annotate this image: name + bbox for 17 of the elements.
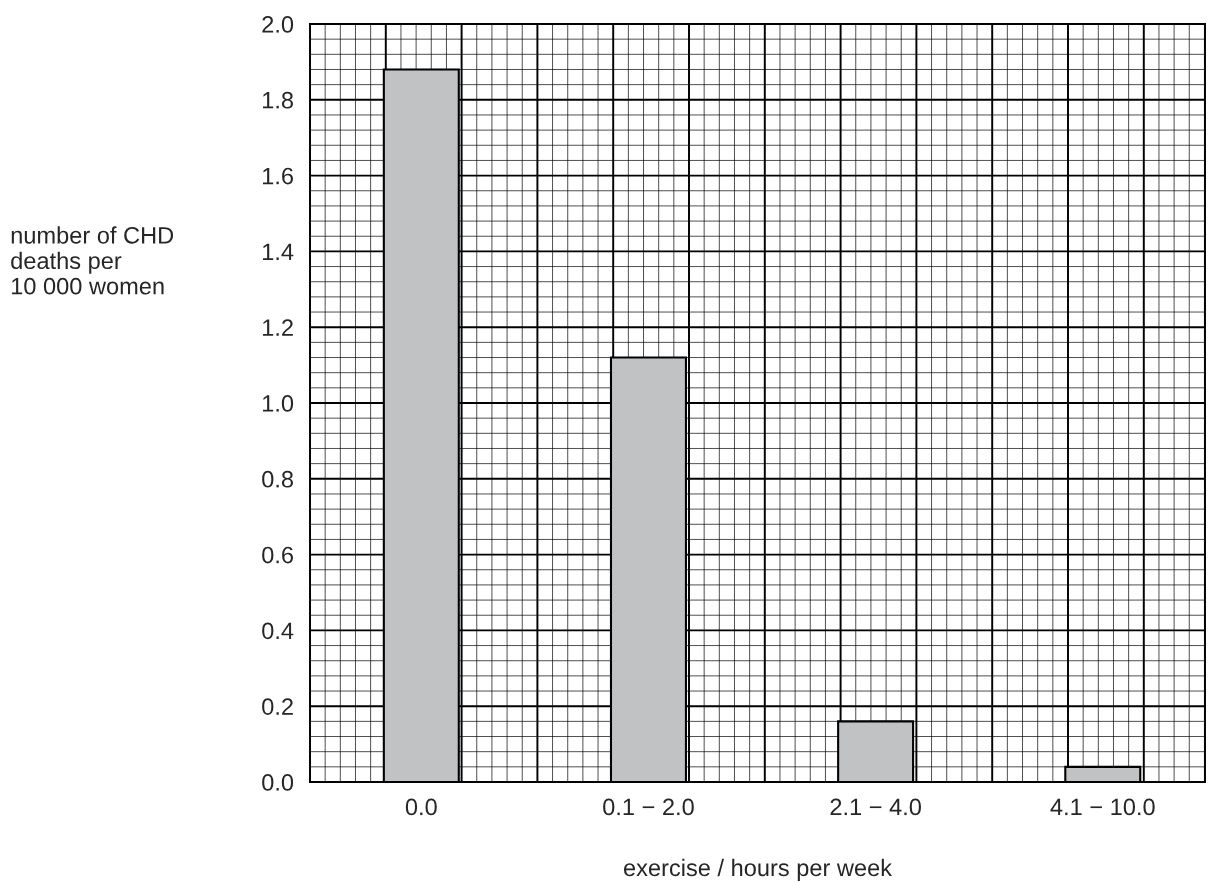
x-tick-label: 2.1 − 4.0 xyxy=(830,798,921,816)
y-tick-label: 0.0 xyxy=(262,774,294,791)
x-tick-label: 0.1 − 2.0 xyxy=(603,798,694,816)
y-tick-label: 1.2 xyxy=(263,319,293,336)
y-tick-label: 1.6 xyxy=(263,167,293,185)
y-tick-label: 0.4 xyxy=(262,622,294,640)
y-tick-label: 2.0 xyxy=(262,16,294,33)
x-axis-title: exercise / hours per week xyxy=(624,858,893,881)
x-tick-label: 4.1 − 10.0 xyxy=(1050,798,1155,816)
y-tick-label: 0.8 xyxy=(262,470,293,488)
y-tick-label: 0.6 xyxy=(262,546,293,564)
y-axis-title: number of CHD deaths per 10 000 women xyxy=(11,226,174,295)
y-tick-label: 1.0 xyxy=(263,395,294,412)
y-tick-label: 1.8 xyxy=(263,91,293,109)
x-tick-label: 0.0 xyxy=(405,798,437,816)
y-tick-label: 0.2 xyxy=(262,698,293,715)
y-tick-label: 1.4 xyxy=(263,243,294,260)
